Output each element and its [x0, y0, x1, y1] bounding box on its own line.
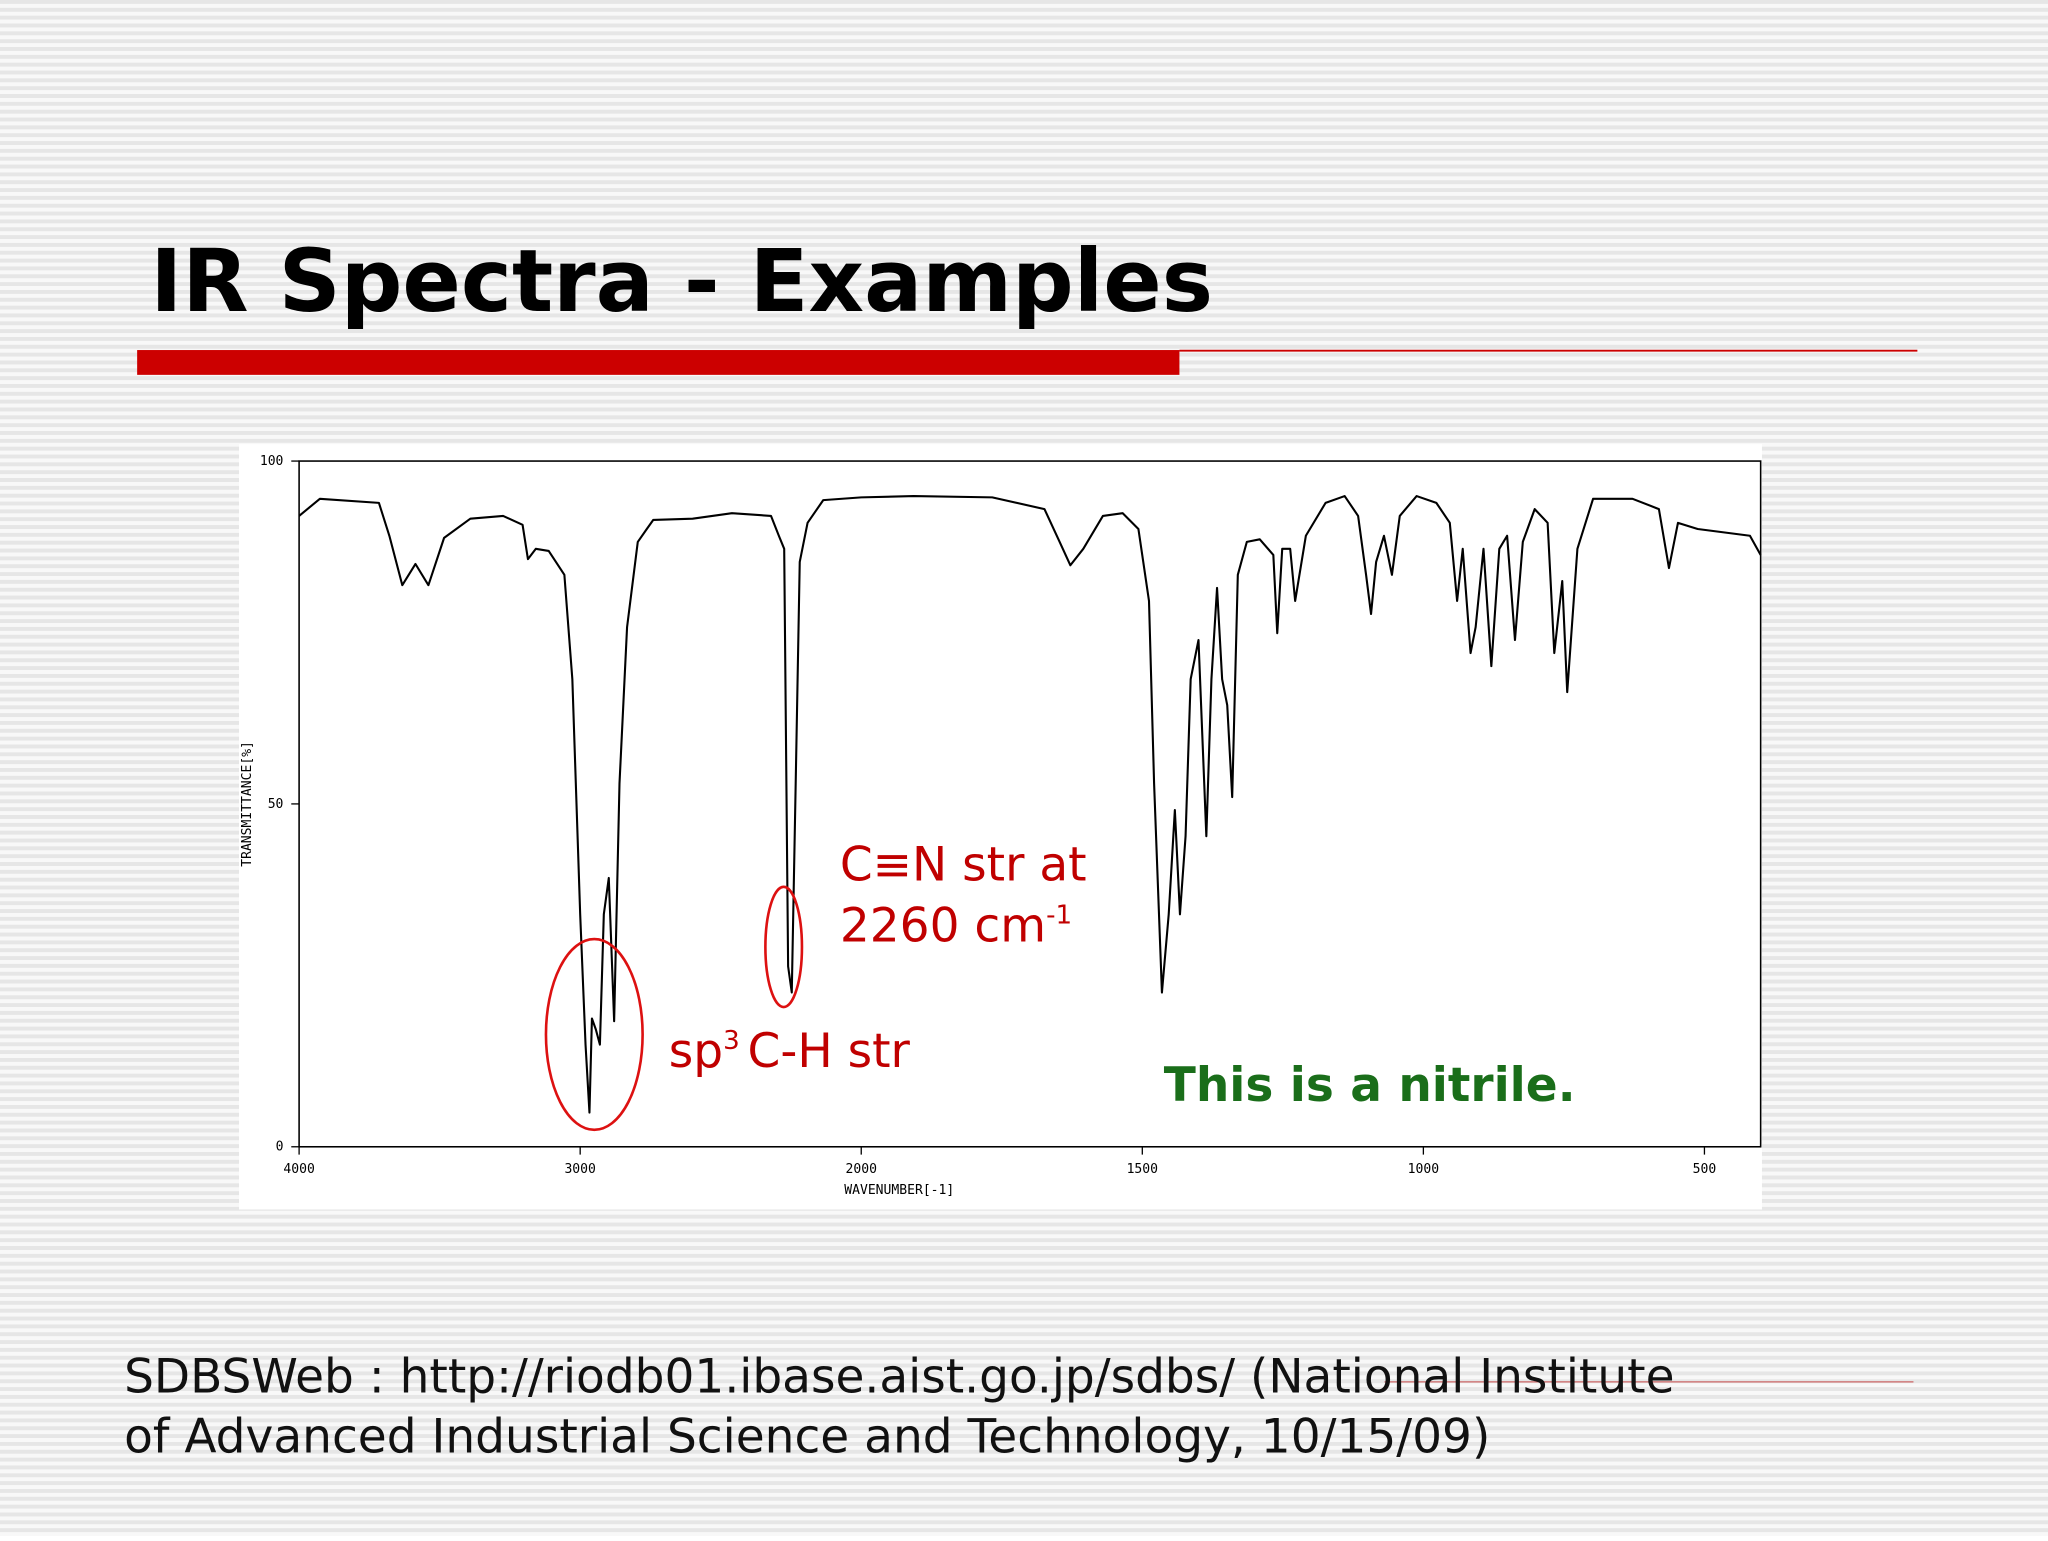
chart-panel	[239, 444, 1762, 1210]
annotation-text: 2260 cm	[840, 899, 1046, 954]
x-tick-label: 500	[1693, 1162, 1717, 1177]
plot: 0 50 100 4000 3000 2000 1500 1000 500 WAVENUMBER[…	[240, 454, 1762, 1198]
y-tick-label: 50	[268, 797, 284, 812]
y-tick-label: 100	[260, 454, 284, 469]
highlight-ellipse	[764, 885, 804, 1009]
y-axis-label: TRANSMITTANCE[%]	[240, 741, 255, 867]
annotation-superscript: -1	[1046, 900, 1072, 930]
x-axis-label: WAVENUMBER[-1]	[844, 1183, 954, 1198]
x-tick-label: 3000	[564, 1162, 595, 1177]
title-bar	[137, 350, 1180, 375]
highlight-ellipse	[544, 937, 644, 1132]
x-tick-label: 4000	[283, 1162, 314, 1177]
annotation: C≡N str at	[840, 837, 1087, 892]
conclusion: This is a nitrile.	[1164, 1058, 1576, 1113]
citation: of Advanced Industrial Science and Techn…	[124, 1409, 1490, 1464]
annotation: sp3 C-H str	[669, 1024, 911, 1079]
annotation: 2260 cm-1	[840, 899, 1072, 954]
y-tick-label: 0	[276, 1140, 284, 1155]
annotation-text: C-H str	[748, 1024, 911, 1079]
annotation-superscript: 3	[723, 1026, 740, 1056]
x-tick-label: 1500	[1127, 1162, 1158, 1177]
annotation-text: sp	[669, 1024, 723, 1079]
citation: SDBSWeb : http://riodb01.ibase.aist.go.j…	[124, 1349, 1674, 1404]
spectrum-line	[298, 495, 1762, 1114]
x-tick-label: 1000	[1408, 1162, 1439, 1177]
x-tick-label: 2000	[846, 1162, 877, 1177]
slide-title: IR Spectra - Examples	[150, 232, 1213, 332]
plot-frame	[298, 460, 1762, 1148]
